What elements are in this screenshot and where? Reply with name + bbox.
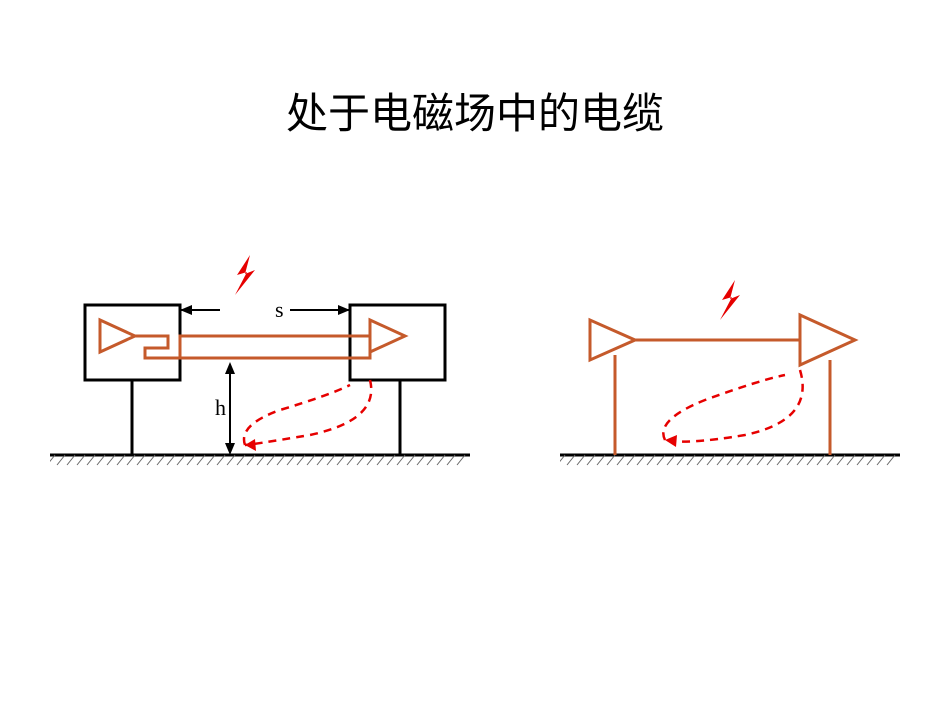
right-amplifier-r-icon [800, 315, 855, 365]
right-box [350, 305, 445, 380]
left-amplifier-r-icon [590, 320, 635, 360]
h-arrowhead-bottom-icon [225, 443, 235, 455]
return-loop-1 [245, 380, 371, 445]
right-diagram [560, 275, 900, 470]
left-diagram: s h [50, 250, 470, 470]
cable-path [135, 336, 370, 358]
return-loop-r1 [665, 370, 803, 442]
lightning-icon [235, 255, 255, 295]
s-label: s [275, 297, 284, 323]
right-amplifier-icon [370, 320, 405, 352]
lightning-r-icon [720, 280, 740, 320]
return-loop-r2 [663, 375, 785, 440]
left-amplifier-icon [100, 320, 135, 352]
h-arrowhead-top-icon [225, 362, 235, 374]
diagram-title: 处于电磁场中的电缆 [0, 80, 950, 141]
s-arrowhead-right-icon [338, 305, 350, 315]
h-label: h [215, 395, 226, 421]
loop-arrow-icon [245, 439, 256, 451]
s-arrowhead-left-icon [180, 305, 192, 315]
loop-arrow-r-icon [665, 435, 677, 447]
